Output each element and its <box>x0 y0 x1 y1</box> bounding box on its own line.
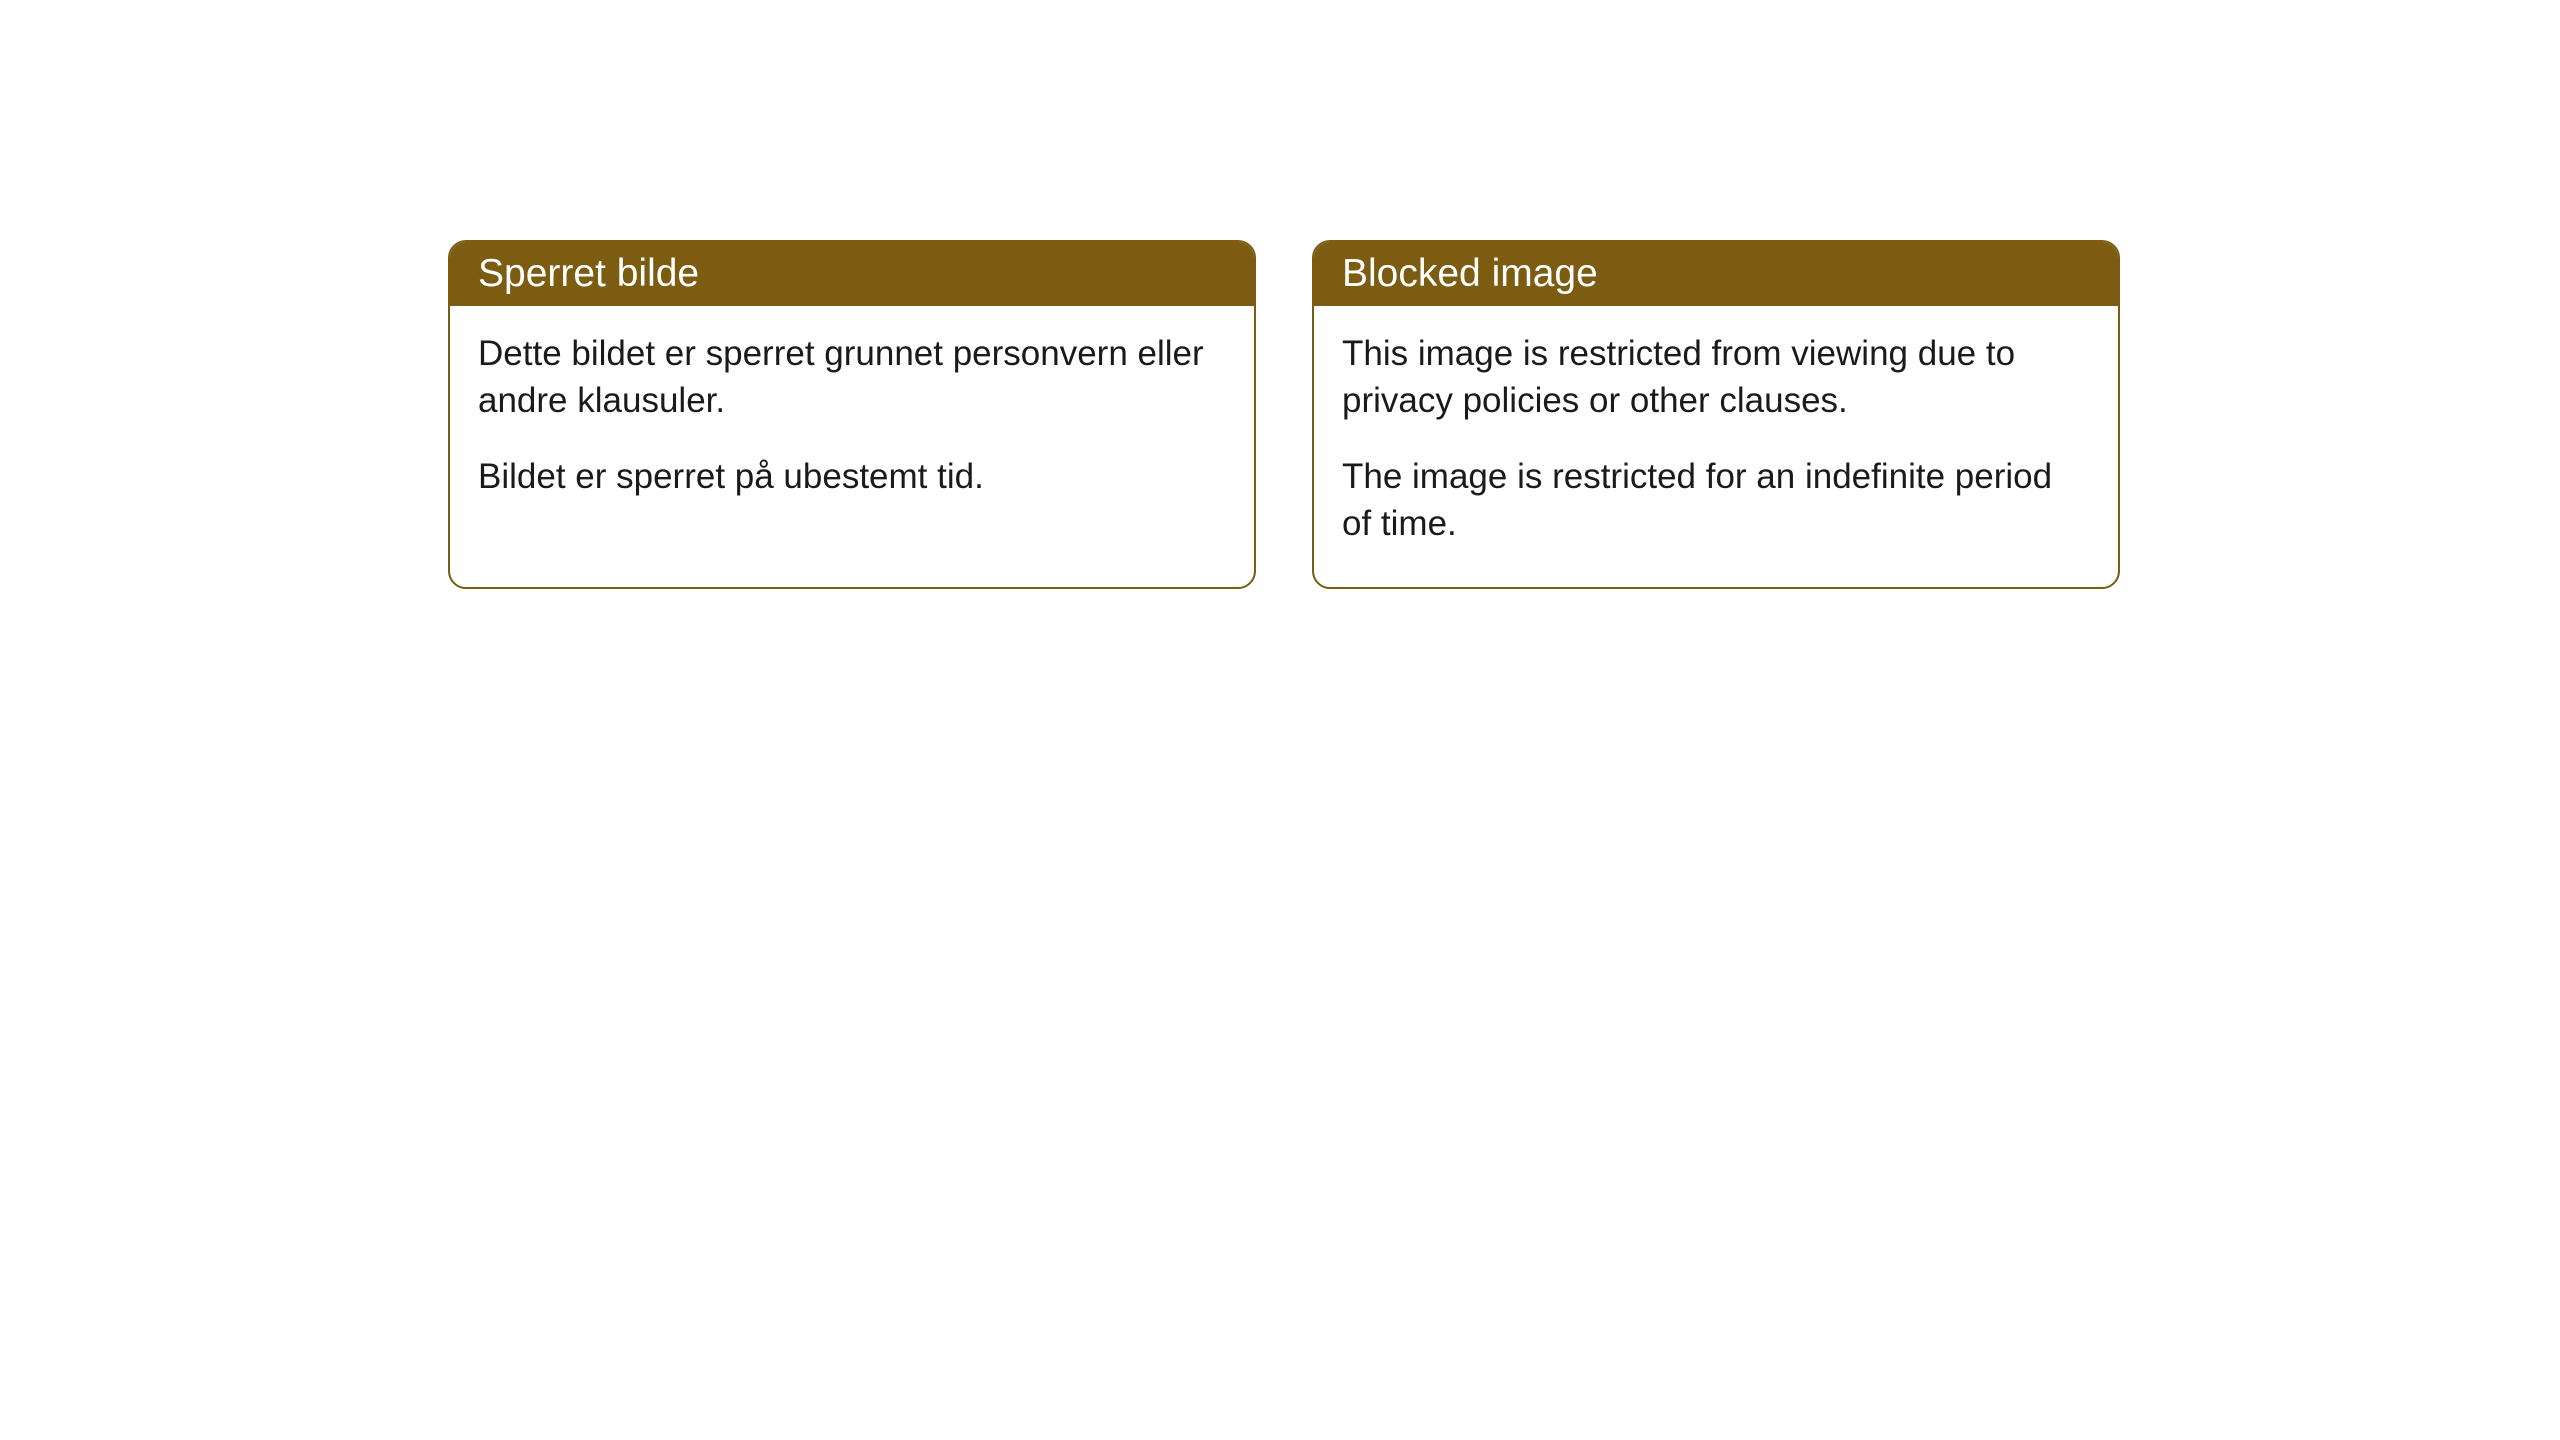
card-paragraph: The image is restricted for an indefinit… <box>1342 453 2090 548</box>
card-paragraph: Bildet er sperret på ubestemt tid. <box>478 453 1226 500</box>
card-paragraph: Dette bildet er sperret grunnet personve… <box>478 330 1226 425</box>
card-norwegian: Sperret bilde Dette bildet er sperret gr… <box>448 240 1256 589</box>
cards-container: Sperret bilde Dette bildet er sperret gr… <box>448 240 2120 589</box>
card-paragraph: This image is restricted from viewing du… <box>1342 330 2090 425</box>
card-title: Sperret bilde <box>478 252 699 295</box>
card-body: This image is restricted from viewing du… <box>1314 306 2118 587</box>
card-header: Sperret bilde <box>450 242 1254 306</box>
card-header: Blocked image <box>1314 242 2118 306</box>
card-body: Dette bildet er sperret grunnet personve… <box>450 306 1254 540</box>
card-title: Blocked image <box>1342 252 1598 295</box>
card-english: Blocked image This image is restricted f… <box>1312 240 2120 589</box>
